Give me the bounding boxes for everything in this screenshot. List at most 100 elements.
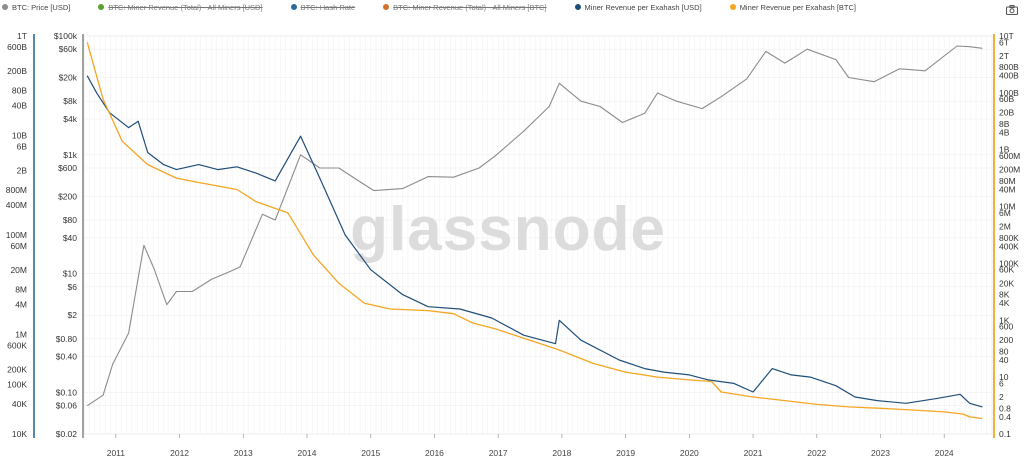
revenue-right-tick: 800K bbox=[999, 233, 1019, 243]
revenue-right-tick: 0.4 bbox=[999, 412, 1011, 422]
revenue-right-tick: 8B bbox=[999, 119, 1010, 129]
revenue-right-tick: 60K bbox=[999, 265, 1014, 275]
revenue-right-tick: 0.1 bbox=[999, 429, 1011, 439]
revenue-right-tick: 100K bbox=[999, 258, 1019, 268]
price-left-tick: $2 bbox=[68, 310, 78, 320]
price-left-tick: $0.10 bbox=[56, 387, 78, 397]
revenue-right-tick: 80 bbox=[999, 346, 1009, 356]
revenue-right-tick: 80M bbox=[999, 176, 1016, 186]
x-tick-label: 2019 bbox=[616, 448, 635, 458]
hashrate-left-tick: 200B bbox=[7, 66, 27, 76]
legend-label: BTC: Miner Revenue (Total) - All Miners … bbox=[393, 2, 547, 12]
revenue-right-tick: 400B bbox=[999, 71, 1019, 81]
x-tick-label: 2014 bbox=[298, 448, 317, 458]
revenue-right-tick: 8K bbox=[999, 290, 1010, 300]
x-tick-label: 2021 bbox=[744, 448, 763, 458]
hashrate-left-tick: 400M bbox=[6, 200, 27, 210]
hashrate-left-tick: 100K bbox=[7, 379, 27, 389]
hashrate-left-tick: 80B bbox=[12, 86, 27, 96]
x-tick-label: 2016 bbox=[425, 448, 444, 458]
revenue-usd-line bbox=[86, 75, 983, 408]
revenue-right-tick: 10M bbox=[999, 202, 1016, 212]
legend-dot-icon bbox=[574, 4, 581, 10]
x-tick-label: 2011 bbox=[107, 448, 126, 458]
revenue-right-tick: 0.8 bbox=[999, 403, 1011, 413]
revenue-right-tick: 4K bbox=[999, 298, 1010, 308]
price-line bbox=[86, 45, 983, 407]
legend-dot-icon bbox=[290, 4, 297, 10]
legend-dot-icon bbox=[383, 4, 390, 10]
legend-label: Miner Revenue per Exahash [BTC] bbox=[739, 2, 856, 12]
x-tick-label: 2015 bbox=[361, 448, 380, 458]
revenue-right-tick: 1K bbox=[999, 315, 1010, 325]
price-left-tick: $60k bbox=[59, 44, 78, 54]
revenue-right-tick: 20B bbox=[999, 108, 1014, 118]
price-left-tick: $20k bbox=[59, 73, 78, 83]
revenue-right-tick: 60B bbox=[999, 94, 1014, 104]
revenue-right-tick: 40 bbox=[999, 355, 1009, 365]
hashrate-left-tick: 8M bbox=[15, 285, 27, 295]
legend-item[interactable]: BTC: Hash Rate bbox=[290, 2, 356, 12]
hashrate-left-tick: 10B bbox=[12, 131, 27, 141]
hashrate-left-tick: 10K bbox=[12, 429, 27, 439]
legend-label: BTC: Miner Revenue (Total) - All Miners … bbox=[108, 2, 263, 12]
hashrate-left-tick: 800M bbox=[6, 185, 27, 195]
legend-item[interactable]: BTC: Price [USD] bbox=[2, 3, 70, 12]
legend-item[interactable]: BTC: Miner Revenue (Total) - All Miners … bbox=[383, 2, 547, 12]
series-layer bbox=[86, 42, 983, 420]
price-left-tick: $6 bbox=[68, 282, 78, 292]
revenue-right-tick: 6M bbox=[999, 208, 1011, 218]
price-left-tick: $200 bbox=[58, 191, 77, 201]
hashrate-left-tick: 600B bbox=[7, 42, 27, 52]
revenue-right-tick: 200 bbox=[999, 335, 1013, 345]
x-tick-label: 2023 bbox=[871, 448, 890, 458]
legend-label: BTC: Hash Rate bbox=[300, 2, 356, 12]
revenue-btc-line bbox=[86, 42, 983, 420]
x-tick-label: 2024 bbox=[935, 448, 954, 458]
price-left-tick: $4k bbox=[63, 114, 77, 124]
revenue-right-tick: 40M bbox=[999, 184, 1016, 194]
revenue-right-tick: 2M bbox=[999, 221, 1011, 231]
x-tick-label: 2022 bbox=[807, 448, 826, 458]
revenue-right-tick: 2T bbox=[999, 51, 1009, 61]
revenue-right-tick: 10T bbox=[999, 31, 1014, 41]
camera-icon[interactable] bbox=[1006, 2, 1018, 15]
revenue-right-tick: 800B bbox=[999, 62, 1019, 72]
hashrate-left-tick: 200K bbox=[7, 364, 27, 374]
price-left-tick: $0.40 bbox=[56, 352, 78, 362]
price-left-tick: $40 bbox=[63, 233, 77, 243]
revenue-right-tick: 6 bbox=[999, 378, 1004, 388]
revenue-right-tick: 600M bbox=[999, 151, 1020, 161]
x-tick-label: 2020 bbox=[680, 448, 699, 458]
legend-item[interactable]: BTC: Miner Revenue (Total) - All Miners … bbox=[98, 2, 263, 12]
revenue-right-tick: 4B bbox=[999, 128, 1010, 138]
legend-item[interactable]: Miner Revenue per Exahash [USD] bbox=[574, 2, 702, 12]
hashrate-left-tick: 40B bbox=[12, 101, 27, 111]
revenue-right-tick: 1B bbox=[999, 145, 1010, 155]
hashrate-left-tick: 6B bbox=[17, 142, 28, 152]
revenue-right-tick: 2 bbox=[999, 392, 1004, 402]
legend-label: BTC: Price [USD] bbox=[12, 2, 71, 12]
price-left-tick: $10 bbox=[63, 269, 77, 279]
legend: BTC: Price [USD] BTC: Miner Revenue (Tota… bbox=[2, 0, 1002, 14]
revenue-right-tick: 200M bbox=[999, 165, 1020, 175]
price-left-tick: $0.06 bbox=[56, 401, 78, 411]
price-left-tick: $0.80 bbox=[56, 334, 78, 344]
legend-label: Miner Revenue per Exahash [USD] bbox=[584, 2, 702, 12]
hashrate-left-tick: 100M bbox=[6, 230, 27, 240]
axes: 2011 2012 2013 2014 2015 2016 2017 2018 2019 2020… bbox=[6, 31, 1021, 458]
legend-dot-icon bbox=[98, 4, 105, 10]
hashrate-left-tick: 60M bbox=[10, 241, 27, 251]
revenue-right-tick: 20K bbox=[999, 278, 1014, 288]
x-tick-label: 2012 bbox=[170, 448, 189, 458]
price-left-tick: $0.02 bbox=[56, 429, 78, 439]
grid bbox=[83, 35, 993, 435]
revenue-right-tick: 400K bbox=[999, 241, 1019, 251]
legend-item[interactable]: Miner Revenue per Exahash [BTC] bbox=[729, 2, 856, 12]
price-left-tick: $8k bbox=[63, 96, 77, 106]
revenue-right-tick: 6T bbox=[999, 37, 1009, 47]
price-left-tick: $600 bbox=[58, 163, 77, 173]
revenue-right-tick: 100B bbox=[999, 88, 1019, 98]
revenue-right-tick: 600 bbox=[999, 322, 1013, 332]
